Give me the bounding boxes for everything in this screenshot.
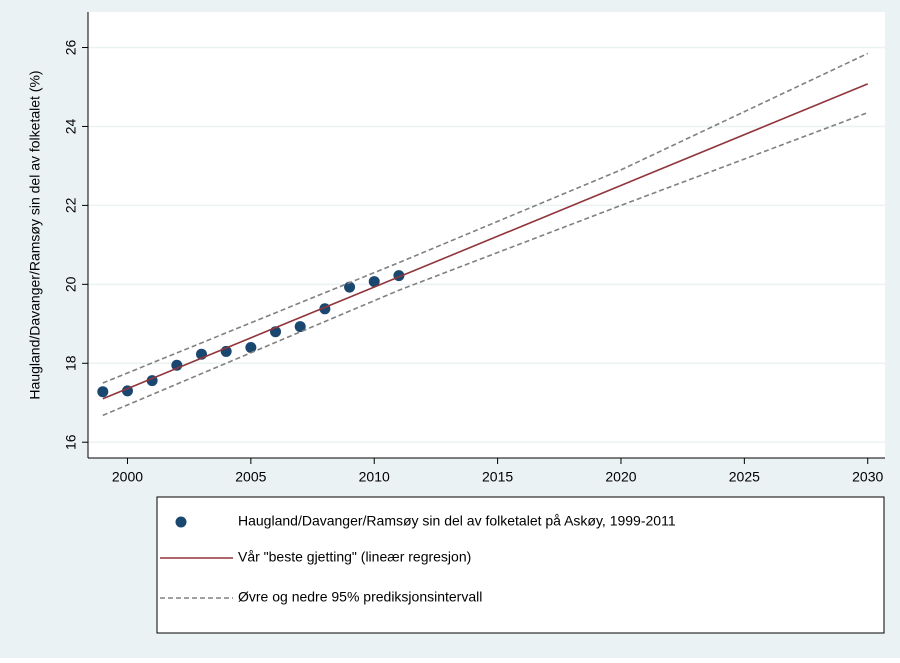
plot-area (88, 12, 885, 458)
x-tick-label: 2005 (235, 469, 266, 485)
x-tick-label: 2025 (729, 469, 760, 485)
legend-marker (175, 516, 187, 528)
y-tick-label: 16 (63, 434, 79, 450)
y-tick-label: 20 (63, 276, 79, 292)
x-tick-label: 2000 (112, 469, 143, 485)
y-tick-label: 18 (63, 355, 79, 371)
data-point (368, 276, 380, 288)
series-line (102, 111, 869, 417)
data-point (344, 281, 356, 293)
y-axis-label: Haugland/Davanger/Ramsøy sin del av folk… (27, 70, 43, 399)
series-line (102, 52, 869, 384)
x-tick-label: 2010 (359, 469, 390, 485)
legend-label: Øvre og nedre 95% prediksjonsintervall (238, 589, 482, 605)
data-point (97, 386, 109, 398)
y-tick-label: 22 (63, 197, 79, 213)
data-point (294, 321, 306, 333)
y-tick-label: 26 (63, 40, 79, 56)
x-tick-label: 2030 (852, 469, 883, 485)
series-line (102, 83, 869, 400)
y-tick-label: 24 (63, 118, 79, 134)
x-tick-label: 2015 (482, 469, 513, 485)
data-point (245, 341, 257, 353)
legend (156, 496, 885, 634)
legend-label: Haugland/Davanger/Ramsøy sin del av folk… (238, 513, 676, 529)
legend-label: Vår "beste gjetting" (lineær regresjon) (238, 549, 471, 565)
x-tick-label: 2020 (605, 469, 636, 485)
